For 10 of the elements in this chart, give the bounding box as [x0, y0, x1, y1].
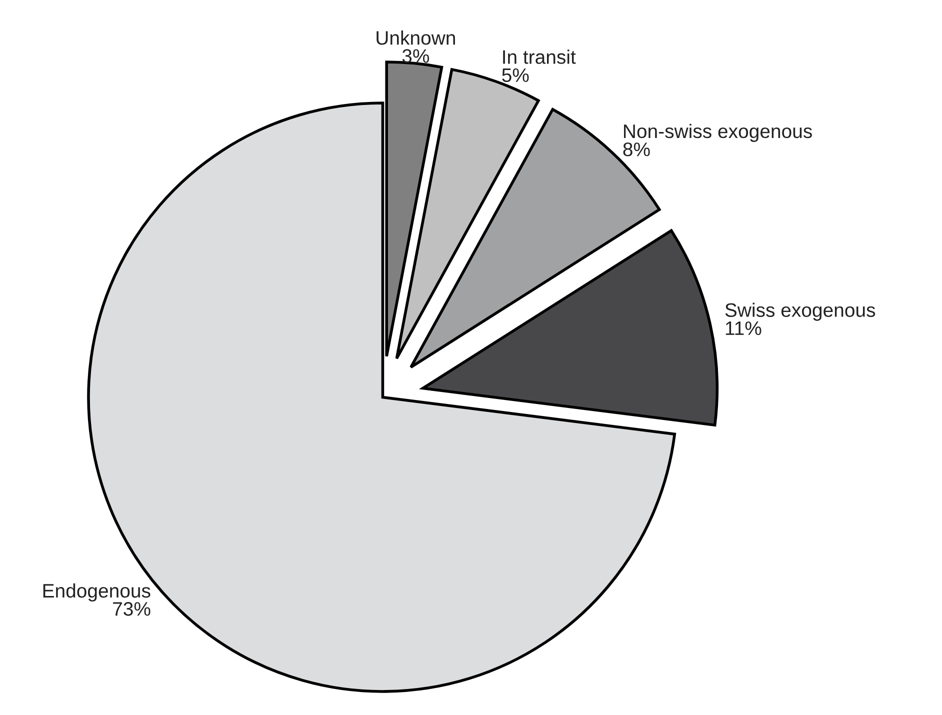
- data-label: 11%: [726, 321, 762, 336]
- data-label: 8%: [623, 142, 650, 156]
- data-label: 5%: [502, 68, 529, 82]
- slice-label: Swiss exogenous: [725, 302, 876, 321]
- data-label: 73%: [113, 602, 150, 616]
- slice-label: Non-swiss exogenous: [624, 124, 812, 142]
- data-label: 3%: [402, 49, 430, 63]
- slice-label: Unknown: [376, 30, 455, 45]
- slice-label: Endogenous: [43, 583, 150, 602]
- slice-label: In transit: [503, 50, 576, 64]
